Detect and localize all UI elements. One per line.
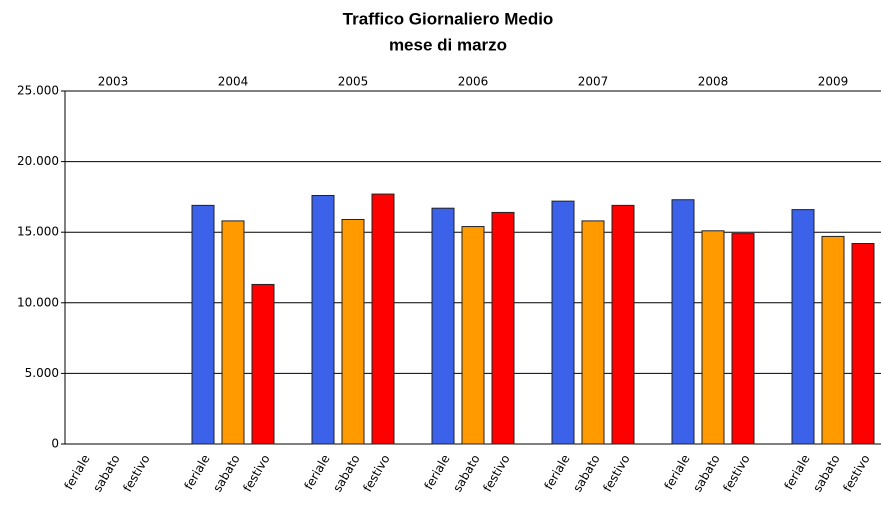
bar — [191, 204, 215, 445]
x-tick-label: sabato — [90, 452, 122, 494]
bar — [311, 194, 335, 445]
bar — [551, 200, 575, 445]
bar — [671, 199, 695, 445]
bar — [791, 209, 815, 445]
x-tick-label: sabato — [450, 452, 482, 494]
x-tick-label: festivo — [480, 452, 512, 494]
x-tick-label: feriale — [542, 452, 573, 492]
x-tick-label: sabato — [810, 452, 842, 494]
x-tick-label: feriale — [662, 452, 693, 492]
x-tick-label: feriale — [62, 452, 93, 492]
year-label: 2009 — [818, 75, 849, 89]
year-label: 2007 — [578, 75, 609, 89]
bar — [341, 218, 365, 445]
x-tick-label: festivo — [720, 452, 752, 494]
x-tick-label: festivo — [360, 452, 392, 494]
bar — [731, 233, 755, 445]
year-label: 2006 — [458, 75, 489, 89]
x-tick-label: feriale — [782, 452, 813, 492]
bar — [851, 242, 875, 445]
x-tick-label: festivo — [120, 452, 152, 494]
y-tick-label: 20.000 — [17, 154, 59, 168]
x-tick-label: festivo — [840, 452, 872, 494]
year-label: 2004 — [218, 75, 249, 89]
y-tick-label: 5.000 — [25, 366, 59, 380]
year-label: 2005 — [338, 75, 369, 89]
x-tick-label: sabato — [690, 452, 722, 494]
chart-title: Traffico Giornaliero Medio — [343, 9, 554, 28]
x-tick-label: feriale — [422, 452, 453, 492]
x-tick-label: sabato — [210, 452, 242, 494]
bar — [581, 220, 605, 445]
x-tick-label: feriale — [302, 452, 333, 492]
x-tick-label: festivo — [600, 452, 632, 494]
bar — [221, 220, 245, 445]
bar — [431, 207, 455, 445]
bar — [821, 235, 845, 445]
y-tick-label: 25.000 — [17, 84, 59, 98]
y-tick-label: 10.000 — [17, 295, 59, 309]
bar — [701, 230, 725, 445]
bar — [251, 283, 275, 445]
year-label: 2008 — [698, 75, 729, 89]
chart-subtitle: mese di marzo — [389, 35, 507, 54]
x-tick-label: sabato — [330, 452, 362, 494]
y-tick-label: 15.000 — [17, 225, 59, 239]
bar — [461, 226, 485, 445]
x-tick-label: feriale — [182, 452, 213, 492]
year-label: 2003 — [98, 75, 129, 89]
x-tick-label: festivo — [240, 452, 272, 494]
bar — [371, 193, 395, 445]
y-tick-label: 0 — [51, 437, 59, 451]
bar — [611, 204, 635, 445]
bar — [491, 211, 515, 445]
x-tick-label: sabato — [570, 452, 602, 494]
